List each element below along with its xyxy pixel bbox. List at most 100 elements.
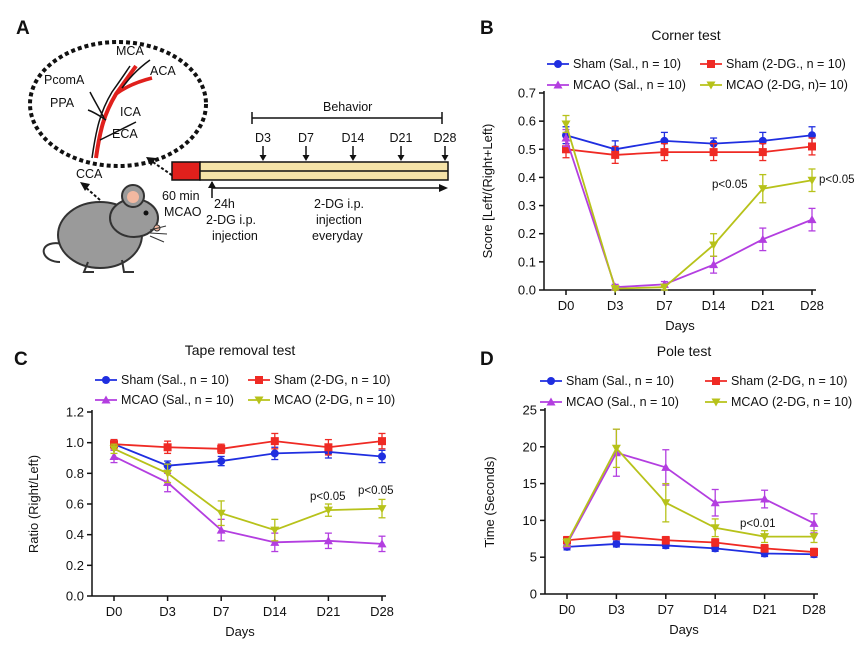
panel-b: B Corner test 0.0 0.1 0.2 0.3 0.4 0.5 0.6 0.7 D0 D… [480,18,855,333]
data-point [709,148,718,157]
significance-annotation: p<0.05 [358,485,394,497]
data-point [611,150,620,159]
y-tick-label: 0.4 [518,170,536,185]
y-tick-label: 0.1 [518,254,536,269]
y-tick-label: 5 [530,550,537,565]
panel-c: C Tape removal test 0.0 0.2 0.4 0.6 0.8 1.0 1.2… [14,342,395,639]
y-tick-label: 0 [530,587,537,602]
data-point [709,260,719,269]
mcao-label: MCAO [164,205,202,219]
x-tick-label: D28 [802,602,826,617]
y-tick-label: 0.3 [518,198,536,213]
x-axis-label: Days [669,622,699,637]
chart-title: Pole test [657,343,712,359]
panel-letter-c: C [14,349,28,370]
legend-swatch-marker [554,60,562,68]
series-line [565,137,813,289]
data-point [809,518,819,527]
label-ppa: PPA [50,96,75,110]
data-point [163,469,173,478]
y-tick-label: 1.2 [66,405,84,420]
series-line [113,447,383,532]
y-tick-label: 15 [523,476,537,491]
legend-swatch-marker [712,377,720,385]
legend-item: MCAO (2-DG, n = 10) [248,393,395,407]
y-tick-label: 0.6 [66,497,84,512]
data-point [270,449,279,458]
mouse-to-inset-arrowhead [80,182,90,191]
data-point [270,526,280,535]
timeline-to-inset-arrowhead [146,157,156,166]
data-point [216,525,226,534]
x-tick-label: D0 [559,602,576,617]
aca-vessel [114,76,153,96]
mcao-occlusion-block [171,161,201,181]
series-line [565,134,813,151]
legend-swatch-marker [547,377,555,385]
data-point [562,145,570,154]
y-tick-label: 0.5 [518,142,536,157]
data-point [270,437,279,446]
eca-vessel [99,121,137,141]
data-point [659,283,669,292]
label-mca: MCA [116,44,144,58]
timepoint-markers: D3 D7 D14 D21 D28 [255,131,457,161]
significance-annotation: p<0.05 [819,174,855,186]
data-point [810,548,818,557]
legend-label: MCAO (2-DG, n = 10) [731,395,852,409]
significance-annotation: p<0.05 [310,491,346,503]
label-aca: ACA [150,64,176,78]
data-point [324,443,333,452]
data-point [758,234,768,243]
legend-item: MCAO (Sal., n = 10) [95,393,234,407]
data-point [611,444,621,453]
series-mcao_2dg [562,428,819,547]
y-tick-label: 25 [523,403,537,418]
behavior-label: Behavior [323,100,372,114]
series-mcao_2dg [109,443,387,542]
data-point [561,133,571,142]
significance-annotation: p<0.05 [712,179,748,191]
timepoint-label: D21 [390,131,413,145]
series-line [113,455,383,545]
y-tick-label: 0.2 [66,558,84,573]
data-point [760,533,770,542]
data-point [270,537,280,546]
series-line [113,443,383,467]
legend-swatch-marker [711,398,721,407]
data-point [661,499,671,508]
series-line [566,534,815,553]
injection-daily-line1: 2-DG i.p. [314,197,364,211]
panel-a: A MCA ACA PcomA PPA ICA ECA CCA [16,18,457,273]
timepoint-arrowhead [349,155,357,161]
timepoint-label: D14 [342,131,365,145]
legend-label: Sham (2-DG, n = 10) [731,374,847,388]
legend-label: MCAO (2-DG, n)= 10) [726,78,848,92]
x-tick-label: D7 [656,298,673,313]
y-tick-label: 10 [523,513,537,528]
x-tick-label: D21 [316,604,340,619]
legend-swatch-marker [255,376,263,384]
x-tick-label: D7 [213,604,230,619]
legend-item: MCAO (2-DG, n = 10) [705,395,852,409]
legend-item: MCAO (Sal., n = 10) [540,395,679,409]
series-line [113,440,383,450]
y-tick-label: 0.0 [66,589,84,604]
x-tick-label: D3 [608,602,625,617]
data-point [710,524,720,533]
timepoint-arrowhead [441,155,449,161]
panel-d: D Pole test 0 5 10 15 20 25 D0 D3 D7 D14 D21 D28 Days… [480,343,852,637]
circle-of-willis-inset [28,40,208,168]
injection-daily-line2: injection [316,213,362,227]
injection-24h-label: 24h [214,197,235,211]
x-tick-label: D7 [657,602,674,617]
data-point [217,457,226,466]
significance-annotation: p<0.01 [740,518,776,530]
data-point [807,215,817,224]
legend-label: Sham (Sal., n = 10) [121,373,229,387]
legend-label: Sham (Sal., n = 10) [566,374,674,388]
x-axis-label: Days [665,318,695,333]
data-point [612,539,621,548]
y-axis-label: Score [Left/(Right+Left) [480,124,495,259]
